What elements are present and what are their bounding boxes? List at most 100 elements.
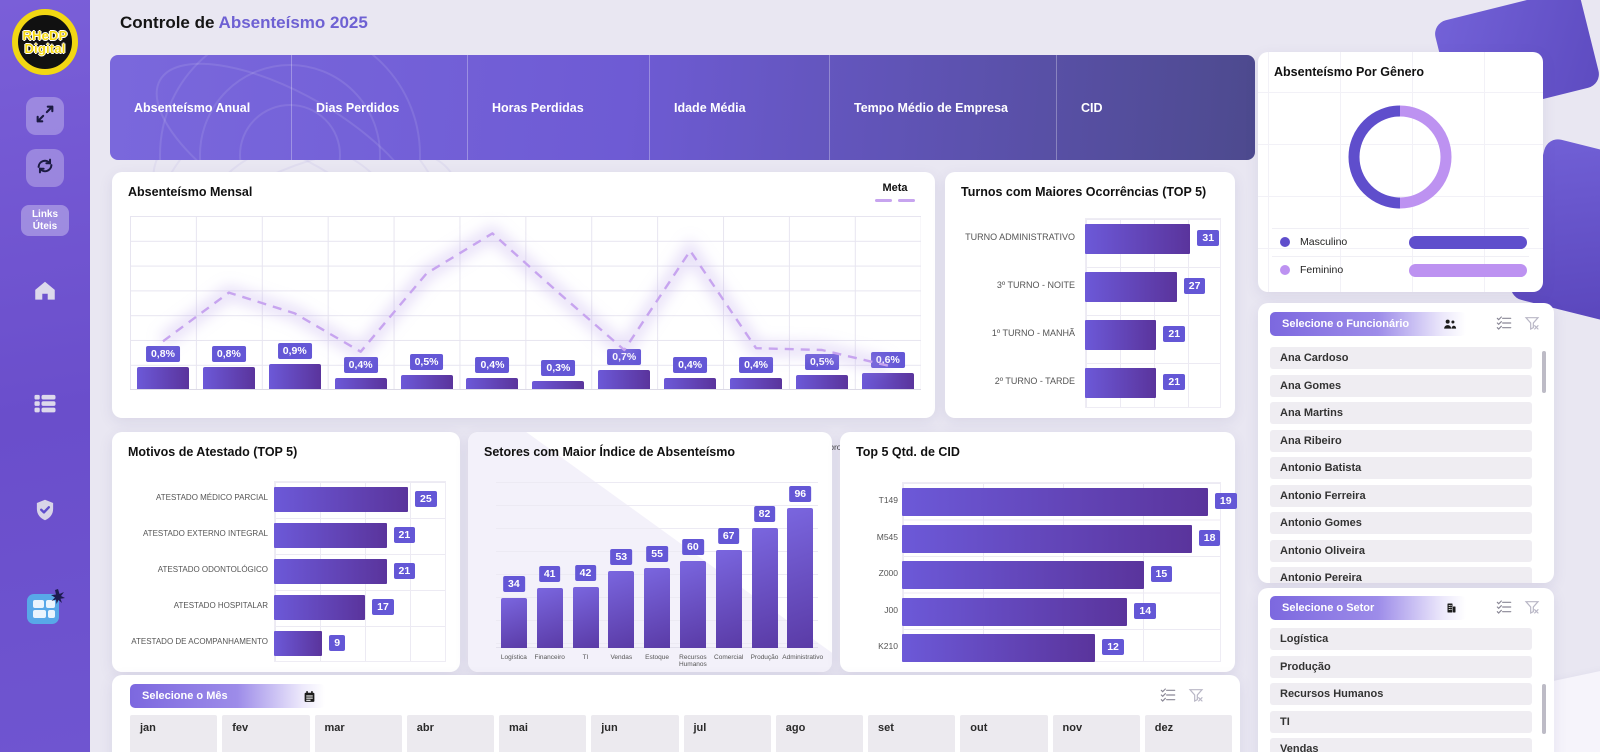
list-item[interactable]: Ana Ribeiro	[1270, 429, 1532, 452]
select-all-icon[interactable]	[1496, 599, 1512, 620]
expand-button[interactable]	[26, 97, 64, 135]
mes-cell-dez[interactable]: dez	[1144, 715, 1232, 752]
tab-tempo-m-dio-de-empresa[interactable]: Tempo Médio de Empresa	[830, 55, 1057, 160]
slicer-setor-visual-icons	[1496, 599, 1540, 620]
monthly-value-label: 0,4%	[343, 357, 378, 373]
value-label: 9	[329, 634, 346, 651]
list-item[interactable]: Vendas	[1270, 738, 1532, 752]
list-item[interactable]: Ana Gomes	[1270, 374, 1532, 397]
list-item[interactable]: Logística	[1270, 628, 1532, 650]
data-bar	[715, 550, 742, 648]
slicer-funcionario: Selecione o Funcionário Ana Cardoso Ana G…	[1258, 303, 1554, 583]
card-genero: Absenteísmo Por Gênero Masculino Feminino	[1258, 52, 1543, 292]
select-all-icon[interactable]	[1160, 687, 1176, 708]
refresh-button[interactable]	[26, 149, 64, 187]
turnos-plot-area: TURNO ADMINISTRATIVO 31 3º TURNO - NOITE 27…	[945, 172, 1235, 418]
value-label: 31	[1197, 230, 1220, 246]
list-item[interactable]: Antonio Gomes	[1270, 512, 1532, 534]
card-setores: Setores com Maior Índice de Absenteísmo …	[468, 432, 832, 672]
meta-legend-label: Meta	[882, 182, 908, 194]
value-label: 41	[538, 566, 561, 583]
mes-cell-abr[interactable]: abr	[406, 715, 494, 752]
value-label: 21	[1163, 374, 1186, 390]
shield-check-icon[interactable]	[32, 497, 58, 528]
table-icon[interactable]	[31, 389, 59, 422]
list-item[interactable]: Antonio Batista	[1270, 457, 1532, 479]
value-label: 18	[1198, 529, 1221, 546]
home-icon[interactable]	[32, 278, 58, 309]
mes-cell-fev[interactable]: fev	[222, 715, 310, 752]
mes-cell-jan[interactable]: jan	[130, 715, 218, 752]
legend-bar	[1409, 235, 1527, 249]
data-bar	[274, 595, 366, 620]
list-item[interactable]: Antonio Oliveira	[1270, 539, 1532, 562]
list-item[interactable]: Ana Martins	[1270, 402, 1532, 424]
mes-cell-set[interactable]: set	[868, 715, 956, 752]
chart-title: Absenteísmo Por Gênero	[1274, 65, 1425, 79]
monthly-value-label: 0,4%	[475, 357, 510, 373]
motivos-plot-area: ATESTADO MÉDICO PARCIAL 25 ATESTADO EXTERN…	[112, 432, 460, 672]
tiles-icon[interactable]	[25, 588, 65, 633]
monthly-value-label: 0,8%	[211, 346, 246, 362]
clear-filter-icon[interactable]	[1524, 315, 1540, 336]
clear-filter-icon[interactable]	[1524, 599, 1540, 620]
meta-legend: Meta	[875, 182, 915, 202]
clear-filter-icon[interactable]	[1188, 687, 1204, 708]
links-uteis-button[interactable]: Links Úteis	[21, 205, 69, 236]
tab-cid[interactable]: CID	[1081, 100, 1103, 115]
value-label: 53	[610, 548, 633, 565]
mes-cell-ago[interactable]: ago	[775, 715, 863, 752]
legend-dot	[1280, 237, 1290, 247]
data-bar	[608, 570, 635, 648]
category-label: ATESTADO ODONTOLÓGICO	[157, 564, 268, 574]
category-label: Comercial	[714, 654, 744, 661]
tab-horas-perdidas[interactable]: Horas Perdidas	[468, 55, 650, 160]
category-label: ATESTADO HOSPITALAR	[173, 600, 268, 610]
select-all-icon[interactable]	[1496, 315, 1512, 336]
slicer-setor-header: Selecione o Setor	[1270, 596, 1466, 620]
category-label: T149	[878, 495, 898, 505]
monthly-bar	[598, 369, 651, 389]
monthly-value-label: 0,4%	[739, 357, 774, 373]
card-motivos: Motivos de Atestado (TOP 5) ATESTADO MÉD…	[112, 432, 460, 672]
monthly-bar	[664, 378, 717, 389]
list-item[interactable]: TI	[1270, 710, 1532, 733]
mes-cell-nov[interactable]: nov	[1052, 715, 1140, 752]
monthly-bar	[202, 367, 255, 389]
mes-cell-jul[interactable]: jul	[683, 715, 771, 752]
category-label: ATESTADO MÉDICO PARCIAL	[155, 492, 268, 502]
page-title: Controle de Absenteísmo 2025	[120, 13, 368, 33]
tab-absente-smo-anual[interactable]: Absenteísmo Anual	[110, 55, 292, 160]
data-bar	[1085, 224, 1191, 254]
slicer-setor-title: Selecione o Setor	[1282, 602, 1375, 614]
mes-cell-mar[interactable]: mar	[314, 715, 402, 752]
list-item[interactable]: Antonio Pereira	[1270, 567, 1532, 583]
list-item[interactable]: Antonio Ferreira	[1270, 484, 1532, 507]
setores-plot-area: 34 Logística 41 Financeiro 42 TI 53 Vendas 55 Est…	[468, 432, 832, 672]
monthly-bar	[466, 378, 519, 389]
data-bar	[1085, 272, 1177, 302]
logo-line1: RHeDP	[22, 28, 68, 43]
list-item[interactable]: Produção	[1270, 655, 1532, 678]
monthly-value-label: 0,9%	[277, 343, 312, 360]
mes-cell-jun[interactable]: jun	[591, 715, 679, 752]
category-label: Vendas	[610, 654, 633, 661]
value-label: 55	[646, 545, 668, 562]
mes-cell-out[interactable]: out	[960, 715, 1048, 752]
tab-idade-m-dia[interactable]: Idade Média	[650, 55, 830, 160]
monthly-bar	[795, 375, 848, 389]
category-label: Financeiro	[534, 654, 565, 661]
chart-title: Turnos com Maiores Ocorrências (TOP 5)	[961, 185, 1207, 199]
meta-line-chart	[158, 224, 890, 373]
funcionario-scrollbar[interactable]	[1542, 351, 1546, 393]
mes-cell-mai[interactable]: mai	[499, 715, 587, 752]
data-bar	[644, 567, 671, 648]
legend-dot	[1280, 265, 1290, 275]
data-bar	[787, 508, 814, 648]
tab-dias-perdidos[interactable]: Dias Perdidos	[292, 55, 468, 160]
list-item[interactable]: Recursos Humanos	[1270, 683, 1532, 705]
setor-scrollbar[interactable]	[1542, 684, 1546, 734]
meta-legend-dash-icon	[875, 199, 915, 202]
value-label: 60	[682, 538, 704, 555]
list-item[interactable]: Ana Cardoso	[1270, 347, 1532, 369]
